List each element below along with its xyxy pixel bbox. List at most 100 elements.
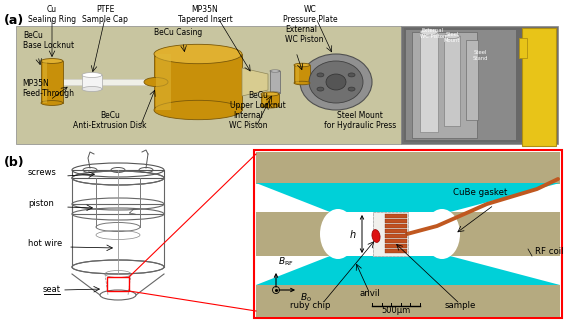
Bar [404,28,557,142]
Text: Internal
WC Piston: Internal WC Piston [229,110,267,130]
Bar [522,28,556,146]
Ellipse shape [41,59,63,63]
Bar [296,65,299,83]
Ellipse shape [372,230,380,242]
Bar [256,152,560,180]
Bar [436,212,560,256]
Bar [385,219,407,223]
Ellipse shape [326,74,346,90]
Bar [460,212,560,256]
Bar [82,75,102,89]
Polygon shape [256,183,560,212]
Bar [107,277,129,291]
Text: $B_0$: $B_0$ [300,292,312,305]
Ellipse shape [420,29,438,35]
Bar [401,26,558,144]
Ellipse shape [317,87,324,91]
Text: (a): (a) [4,14,24,27]
Text: Cu
Sealing Ring: Cu Sealing Ring [28,5,76,24]
Text: Steel
Stand: Steel Stand [472,50,488,61]
Text: (b): (b) [4,156,25,169]
Bar [263,94,266,106]
Bar [154,54,242,110]
Bar [256,285,560,317]
Bar [519,38,527,58]
Bar [156,54,171,110]
Ellipse shape [261,104,279,108]
Bar [466,40,478,120]
Text: CuBe gasket: CuBe gasket [453,188,507,197]
Bar [270,71,280,93]
Text: BeCu
Anti-Extrusion Disk: BeCu Anti-Extrusion Disk [73,110,147,130]
Ellipse shape [154,100,242,120]
Polygon shape [256,256,560,285]
Bar [385,224,407,228]
Ellipse shape [294,81,310,85]
Bar [261,94,279,106]
Bar [406,30,516,140]
Bar [72,204,164,214]
Text: External
WC Piston: External WC Piston [285,24,324,44]
Bar [385,244,407,248]
Ellipse shape [317,73,324,77]
Ellipse shape [348,87,355,91]
Bar [373,212,408,256]
Ellipse shape [348,73,355,77]
Text: screws: screws [28,168,57,177]
Ellipse shape [261,92,279,96]
Bar [256,152,560,184]
Text: External
WC Piston: External WC Piston [420,28,446,39]
Ellipse shape [444,33,460,39]
Text: Steel
Mount: Steel Mount [444,32,460,43]
Bar [385,234,407,238]
Text: hot wire: hot wire [28,239,62,248]
Ellipse shape [320,209,356,259]
Bar [444,36,460,126]
Text: $B_{\rm RF}$: $B_{\rm RF}$ [278,255,294,268]
Text: BeCu
Base Locknut: BeCu Base Locknut [23,31,74,50]
Bar [256,212,320,256]
Ellipse shape [424,209,460,259]
Polygon shape [242,68,268,96]
Ellipse shape [144,78,168,87]
Text: sample: sample [444,301,475,310]
Ellipse shape [41,100,63,105]
Ellipse shape [294,63,310,67]
Text: BeCu Casing: BeCu Casing [154,28,202,37]
Ellipse shape [270,92,280,94]
Text: MP35N
Feed-Through: MP35N Feed-Through [22,79,74,98]
Text: BeCu
Upper Locknut: BeCu Upper Locknut [230,90,286,110]
Text: WC
Pressure Plate: WC Pressure Plate [283,5,337,24]
Text: 500μm: 500μm [381,306,411,315]
Bar [43,61,47,103]
Bar [256,212,344,256]
Bar [72,170,164,178]
Bar [385,229,407,233]
Ellipse shape [82,87,102,91]
Text: RF coil: RF coil [535,247,563,256]
Text: ruby chip: ruby chip [290,301,331,310]
Text: anvil: anvil [360,289,380,298]
Ellipse shape [154,44,242,64]
Bar [385,239,407,243]
Ellipse shape [309,61,363,103]
Bar [373,212,408,256]
Ellipse shape [270,70,280,72]
Text: $h$: $h$ [350,228,357,240]
Bar [412,32,477,138]
Bar [385,249,407,253]
Ellipse shape [300,54,372,110]
Text: Steel Mount
for Hydraulic Press: Steel Mount for Hydraulic Press [324,110,396,130]
Bar [420,32,438,132]
Bar [294,65,310,83]
Text: PTFE
Sample Cap: PTFE Sample Cap [82,5,128,24]
Text: MP35N
Tapered Insert: MP35N Tapered Insert [178,5,232,24]
Ellipse shape [82,72,102,78]
Bar [41,61,63,103]
Text: seat: seat [43,285,61,294]
Bar [385,214,407,218]
Bar [16,26,401,144]
Bar [256,289,560,317]
Bar [63,79,248,85]
Bar [254,150,562,318]
